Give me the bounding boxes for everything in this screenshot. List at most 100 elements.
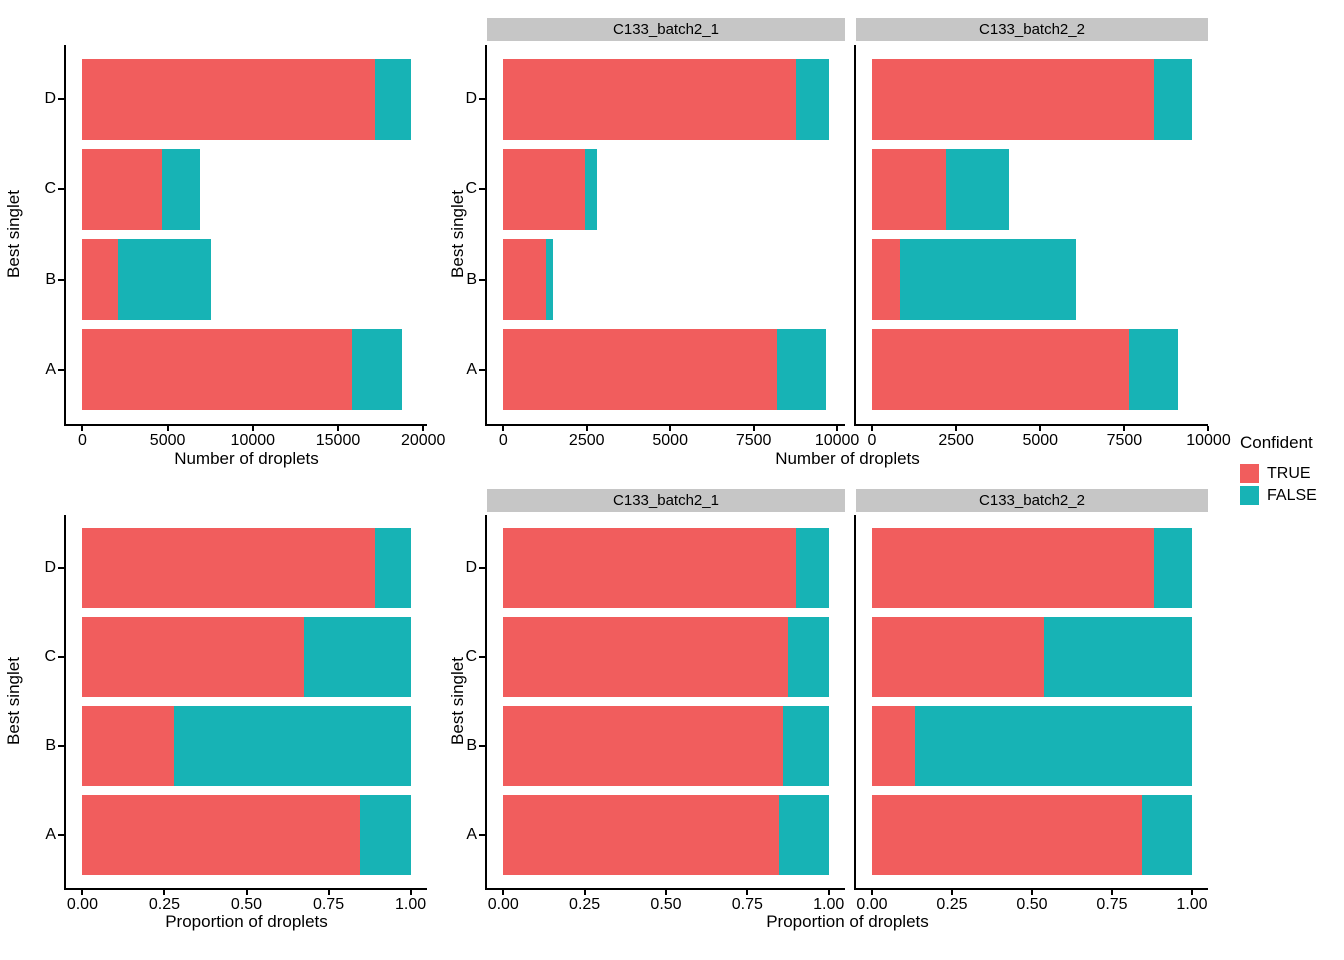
y-tick-label: A <box>45 360 56 378</box>
facet-strip-bottom-batch2: C133_batch2_2 <box>856 489 1208 512</box>
y-tick <box>479 656 485 659</box>
y-tick <box>479 567 485 570</box>
x-axis-title-counts-overall: Number of droplets <box>174 449 319 468</box>
x-axis-title-counts-facets: Number of droplets <box>775 449 920 468</box>
legend: Confident TRUE FALSE <box>1240 433 1344 508</box>
y-tick-label: B <box>45 270 56 288</box>
y-tick-label: A <box>466 825 477 843</box>
bar-segment-false-C <box>304 617 411 698</box>
x-axis-line <box>64 424 427 426</box>
bar-segment-false-D <box>374 528 411 609</box>
x-tick <box>669 426 672 431</box>
y-tick <box>479 833 485 836</box>
x-tick <box>81 426 84 431</box>
x-tick-label: 20000 <box>400 432 446 449</box>
y-axis-title-props-facets: Best singlet <box>448 657 467 745</box>
facet-strip-bottom-batch1: C133_batch2_1 <box>487 489 845 512</box>
bar-segment-false-D <box>796 58 829 140</box>
x-tick-label: 7500 <box>1106 432 1143 449</box>
y-tick <box>58 744 64 747</box>
bar-segment-false-A <box>359 794 411 875</box>
bar-segment-false-B <box>899 239 1076 321</box>
y-tick <box>58 98 64 101</box>
x-tick-label: 0.50 <box>1016 896 1048 913</box>
x-tick-label: 0.25 <box>148 896 181 913</box>
x-tick-label: 0 <box>498 432 508 449</box>
bar-segment-true-C <box>82 148 162 230</box>
bar-segment-true-D <box>82 58 375 140</box>
x-tick <box>871 890 873 895</box>
x-tick-label: 0 <box>77 432 87 449</box>
y-tick-label: D <box>44 559 56 577</box>
x-tick <box>955 426 958 431</box>
x-tick <box>1111 890 1113 895</box>
x-tick <box>585 426 588 431</box>
bar-segment-true-D <box>872 528 1155 609</box>
bar-segment-true-B <box>82 239 119 321</box>
y-axis-line <box>485 515 487 890</box>
x-tick-label: 10000 <box>1186 432 1231 449</box>
bar-segment-false-D <box>374 58 411 140</box>
bar-segment-false-D <box>796 528 829 609</box>
bar-segment-false-A <box>776 329 827 411</box>
x-tick-label: 0.50 <box>650 896 682 913</box>
bar-segment-false-D <box>1154 58 1192 140</box>
y-tick-label: B <box>466 270 477 288</box>
x-tick-label: 0.75 <box>312 896 345 913</box>
legend-label-false: FALSE <box>1267 487 1317 504</box>
x-tick <box>1207 426 1210 431</box>
bar-segment-true-D <box>872 58 1155 140</box>
bar-segment-false-B <box>546 239 554 321</box>
bar-segment-true-A <box>872 794 1142 875</box>
legend-key-false: FALSE <box>1240 486 1344 505</box>
legend-title: Confident <box>1240 433 1313 452</box>
bar-segment-false-C <box>1044 617 1192 698</box>
x-tick-label: 0.25 <box>569 896 601 913</box>
x-axis-line <box>64 888 427 890</box>
x-tick <box>836 426 839 431</box>
bar-segment-false-C <box>788 617 829 698</box>
y-axis-title-counts-overall: Best singlet <box>4 190 23 278</box>
bar-segment-true-C <box>872 617 1045 698</box>
bar-segment-true-B <box>872 705 916 786</box>
bar-segment-true-B <box>503 705 784 786</box>
bar-segment-true-D <box>503 58 797 140</box>
x-tick-label: 0.00 <box>487 896 519 913</box>
y-tick <box>479 744 485 747</box>
y-tick <box>479 98 485 101</box>
bar-segment-false-B <box>173 705 411 786</box>
x-tick-label: 0 <box>867 432 877 449</box>
x-tick <box>337 426 339 431</box>
bar-segment-true-A <box>82 329 353 411</box>
x-tick-label: 15000 <box>315 432 361 449</box>
x-tick <box>1031 890 1033 895</box>
y-tick <box>479 368 485 371</box>
x-tick <box>1039 426 1042 431</box>
y-tick <box>58 656 64 659</box>
y-axis-title-counts-facets: Best singlet <box>448 190 467 278</box>
bar-segment-false-B <box>915 705 1192 786</box>
y-axis-line <box>854 515 856 890</box>
y-axis-line <box>854 45 856 426</box>
x-tick-label: 1.00 <box>813 896 845 913</box>
x-tick-label: 2500 <box>938 432 974 449</box>
bar-segment-false-A <box>778 794 829 875</box>
x-tick <box>583 890 586 895</box>
x-axis-line <box>854 424 1208 426</box>
bar-segment-false-A <box>352 329 403 411</box>
x-tick-label: 7500 <box>735 432 772 449</box>
bar-segment-true-B <box>872 239 900 321</box>
x-tick <box>665 890 667 895</box>
x-tick <box>502 890 505 895</box>
x-axis-title-props-overall: Proportion of droplets <box>165 912 328 931</box>
bar-segment-false-B <box>118 239 212 321</box>
bar-segment-true-C <box>503 148 586 230</box>
bar-segment-true-A <box>82 794 360 875</box>
x-tick <box>746 890 749 895</box>
bar-segment-true-B <box>503 239 547 321</box>
bar-segment-true-D <box>503 528 797 609</box>
x-tick-label: 0.75 <box>731 896 763 913</box>
x-tick-label: 0.00 <box>856 896 888 913</box>
x-tick <box>409 890 412 895</box>
bar-segment-true-B <box>82 705 174 786</box>
